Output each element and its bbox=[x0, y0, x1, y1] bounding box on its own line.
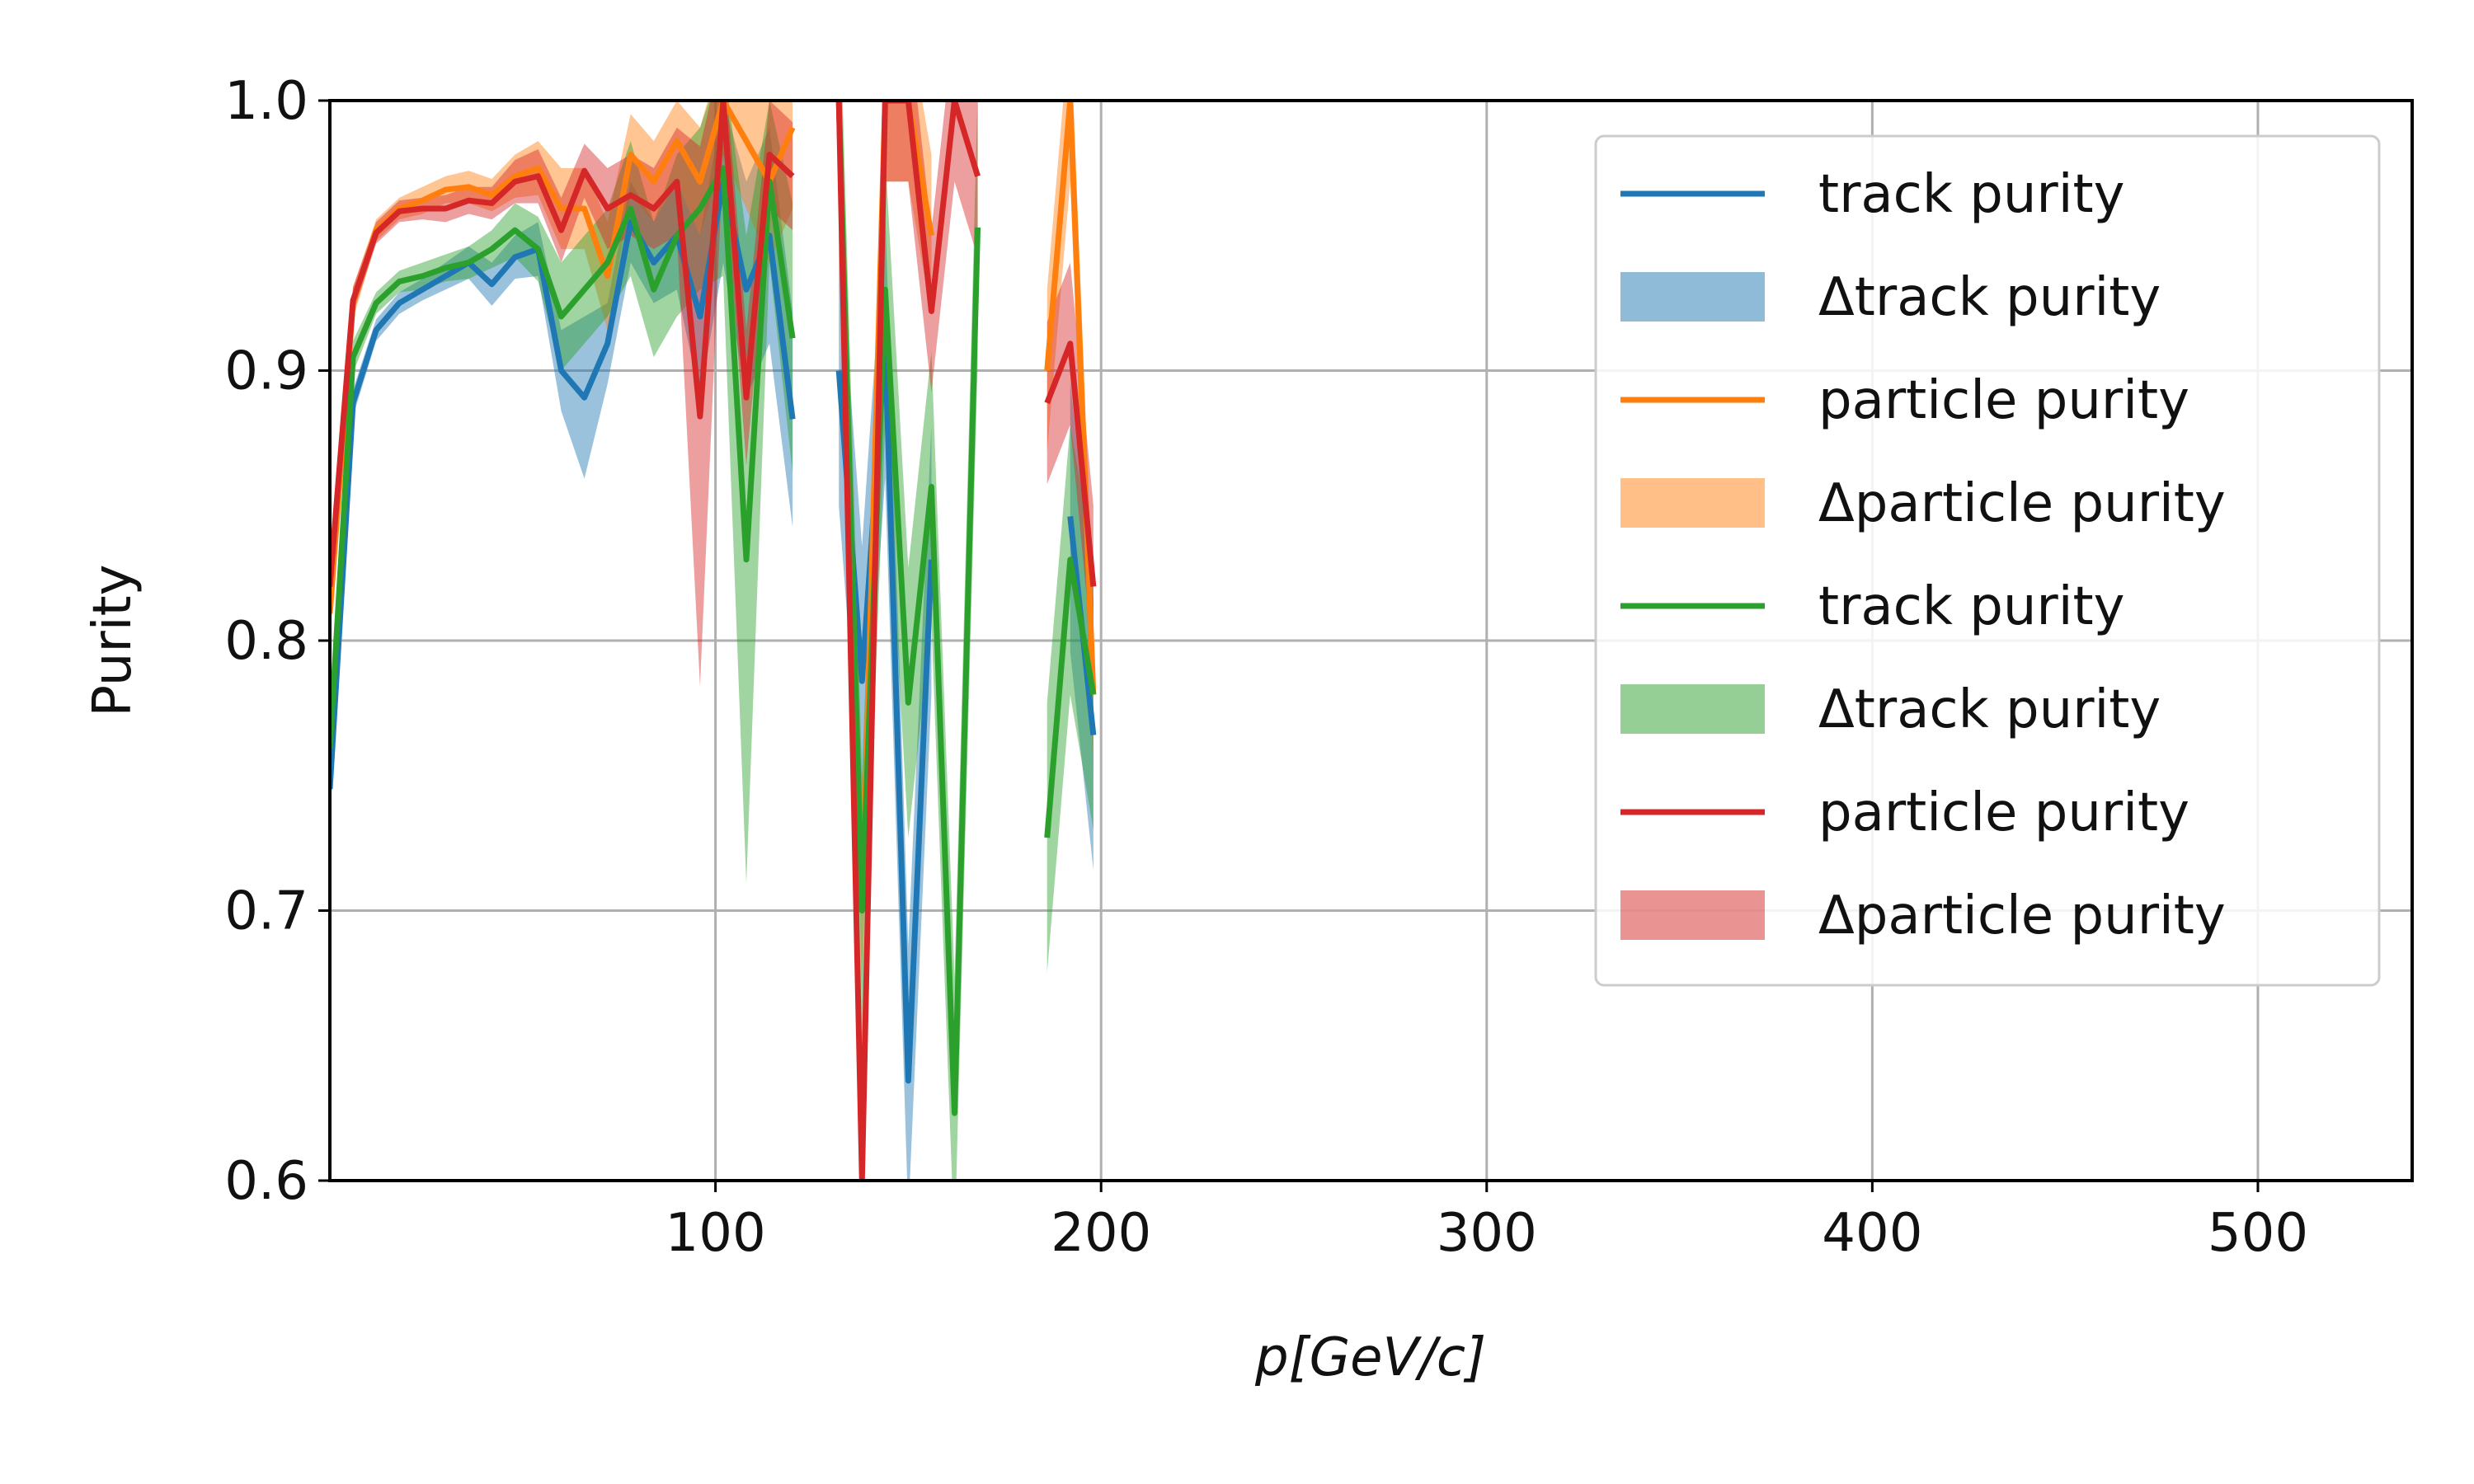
y-tick-label: 0.8 bbox=[224, 611, 308, 672]
x-axis-title: p[GeV/c] bbox=[1254, 1327, 1486, 1388]
legend-label: Δtrack purity bbox=[1818, 679, 2161, 740]
x-tick-label: 500 bbox=[2208, 1203, 2308, 1264]
series-line-3 bbox=[1044, 340, 1097, 587]
series-line-2 bbox=[1044, 556, 1097, 838]
x-tick-label: 200 bbox=[1051, 1203, 1151, 1264]
legend-label: Δparticle purity bbox=[1818, 473, 2226, 534]
legend-band-swatch bbox=[1620, 890, 1765, 940]
legend-label: Δtrack purity bbox=[1818, 267, 2161, 328]
y-tick-label: 0.6 bbox=[224, 1151, 308, 1212]
y-axis-title: Purity bbox=[82, 564, 143, 716]
legend-label: track purity bbox=[1818, 164, 2124, 225]
series-line-1 bbox=[330, 101, 796, 614]
legend-box bbox=[1594, 134, 2381, 987]
x-tick-label: 100 bbox=[666, 1203, 766, 1264]
series-line-2 bbox=[835, 101, 981, 1116]
error-band-2 bbox=[839, 101, 978, 1181]
legend: track purity Δtrack purity particle purity… bbox=[1594, 134, 2381, 987]
series-line-3 bbox=[330, 101, 795, 587]
legend-band-swatch bbox=[1620, 272, 1765, 322]
legend-label: track purity bbox=[1818, 576, 2124, 637]
error-band-2 bbox=[1047, 425, 1094, 973]
y-tick-label: 0.7 bbox=[224, 881, 308, 942]
legend-label: particle purity bbox=[1818, 782, 2189, 843]
series-lines bbox=[330, 101, 1097, 1181]
legend-label: Δparticle purity bbox=[1818, 885, 2226, 946]
error-band-3 bbox=[839, 101, 978, 1181]
error-band-2 bbox=[330, 101, 793, 884]
x-tick-label: 400 bbox=[1822, 1203, 1922, 1264]
error-band-3 bbox=[1047, 262, 1094, 668]
legend-band-swatch bbox=[1620, 478, 1765, 528]
x-tick-label: 300 bbox=[1437, 1203, 1537, 1264]
legend-label: particle purity bbox=[1818, 370, 2189, 431]
y-tick-label: 1.0 bbox=[224, 71, 308, 132]
error-band-0 bbox=[330, 101, 793, 816]
y-tick-label: 0.9 bbox=[224, 341, 308, 402]
legend-band-swatch bbox=[1620, 684, 1765, 734]
axis-ticks: 100 200 300 400 500 0.6 0.7 0.8 0.9 1.0 bbox=[224, 71, 2308, 1264]
